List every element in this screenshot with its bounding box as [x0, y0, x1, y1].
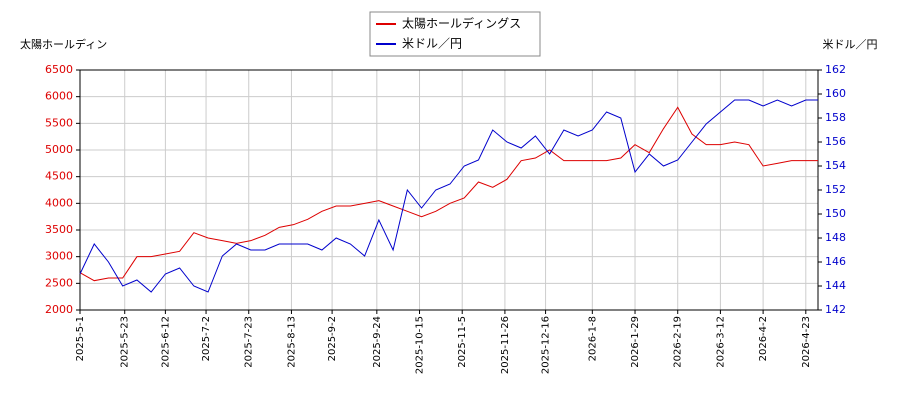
x-tick-label: 2025-11-26: [500, 316, 511, 374]
y-tick-label: 5000: [45, 143, 73, 156]
x-tick-label: 2025-9-2: [327, 316, 338, 361]
y2-tick-label: 160: [825, 87, 846, 100]
y-tick-label: 2500: [45, 276, 73, 289]
y2-tick-label: 142: [825, 303, 846, 316]
y-tick-label: 6500: [45, 63, 73, 76]
y2-tick-label: 148: [825, 231, 846, 244]
y-tick-label: 5500: [45, 116, 73, 129]
series-line: [79, 106, 818, 282]
x-tick-label: 2026-4-23: [801, 316, 812, 368]
x-tick-label: 2025-7-2: [201, 316, 212, 361]
x-tick-label: 2026-1-8: [587, 316, 598, 361]
y2-tick-label: 150: [825, 207, 846, 220]
y-tick-label: 2000: [45, 303, 73, 316]
y2-tick-label: 158: [825, 111, 846, 124]
y-tick-label: 4000: [45, 196, 73, 209]
y-tick-label: 4500: [45, 170, 73, 183]
y-tick-label: 6000: [45, 90, 73, 103]
y2-tick-label: 162: [825, 63, 846, 76]
y2-tick-label: 156: [825, 135, 846, 148]
x-tick-label: 2026-4-2: [758, 316, 769, 361]
x-tick-label: 2025-6-12: [160, 316, 171, 368]
x-tick-label: 2025-10-15: [415, 316, 426, 374]
x-tick-label: 2025-7-23: [244, 316, 255, 368]
y-tick-label: 3000: [45, 250, 73, 263]
x-tick-label: 2025-9-24: [372, 316, 383, 368]
series-line: [79, 99, 818, 293]
x-tick-label: 2026-1-29: [630, 316, 641, 368]
y-axis-label: 太陽ホールディン: [20, 37, 107, 51]
x-tick-label: 2025-12-16: [541, 316, 552, 374]
legend-label: 太陽ホールディングス: [402, 16, 521, 31]
y2-tick-label: 144: [825, 279, 846, 292]
legend-box: [369, 11, 541, 57]
plot-frame: [79, 69, 819, 311]
x-tick-label: 2025-11-5: [457, 316, 468, 368]
x-tick-label: 2026-3-12: [715, 316, 726, 368]
y2-axis-label: 米ドル／円: [823, 38, 878, 51]
legend-label: 米ドル／円: [402, 37, 462, 51]
x-tick-label: 2025-8-13: [286, 316, 297, 368]
y2-tick-label: 152: [825, 183, 846, 196]
x-tick-label: 2025-5-1: [75, 316, 86, 361]
y2-tick-label: 154: [825, 159, 846, 172]
y-tick-label: 3500: [45, 223, 73, 236]
x-tick-label: 2026-2-19: [673, 316, 684, 368]
y2-tick-label: 146: [825, 255, 846, 268]
x-tick-label: 2025-5-23: [120, 316, 131, 368]
